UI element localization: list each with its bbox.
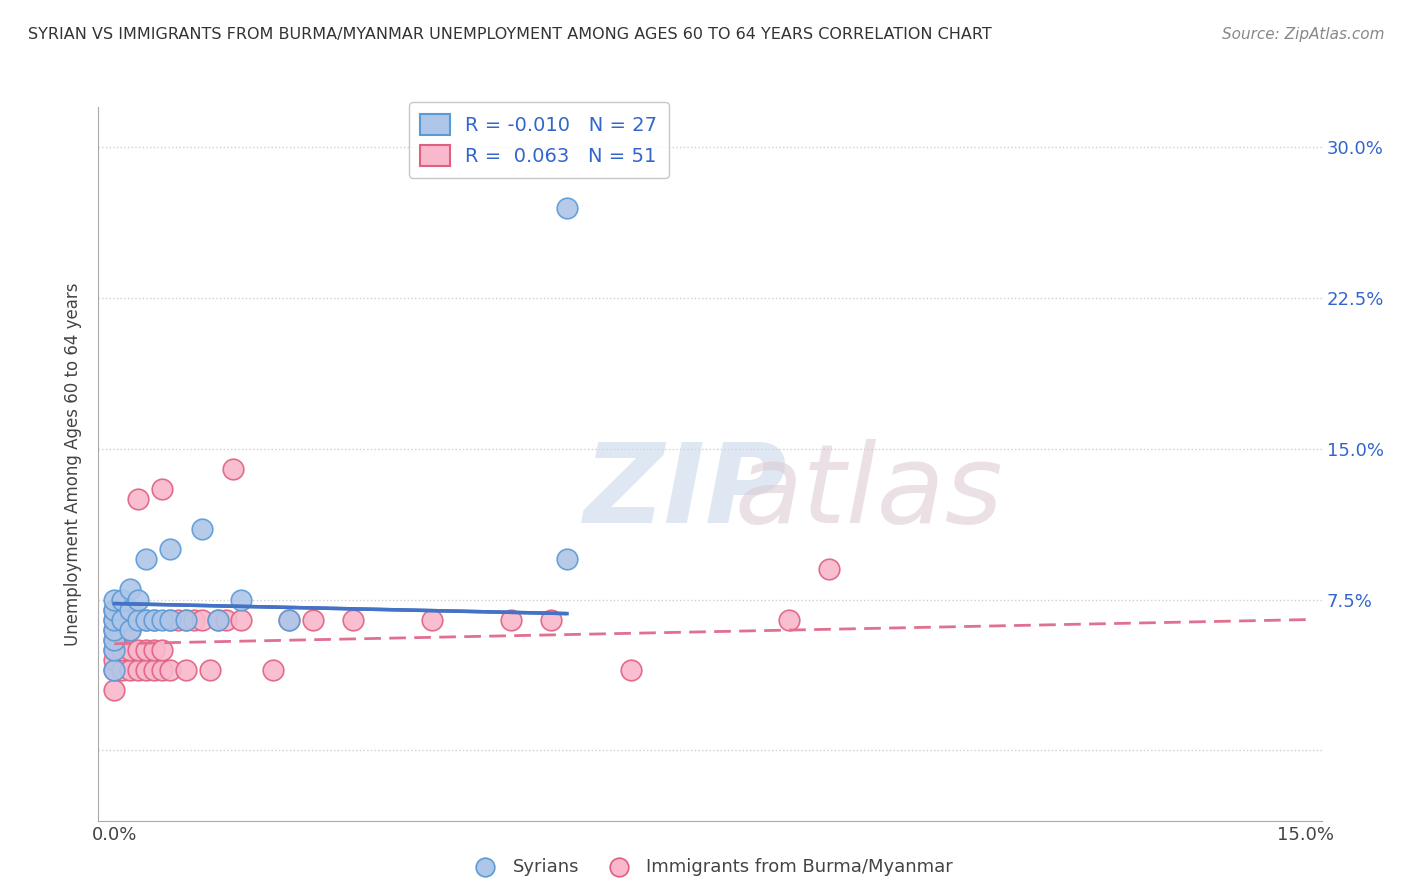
Legend: Syrians, Immigrants from Burma/Myanmar: Syrians, Immigrants from Burma/Myanmar bbox=[460, 851, 960, 883]
Text: Source: ZipAtlas.com: Source: ZipAtlas.com bbox=[1222, 27, 1385, 42]
Point bbox=[120, 613, 142, 627]
Point bbox=[222, 462, 245, 476]
Point bbox=[120, 602, 142, 616]
Point bbox=[183, 613, 205, 627]
Y-axis label: Unemployment Among Ages 60 to 64 years: Unemployment Among Ages 60 to 64 years bbox=[65, 282, 83, 646]
Point bbox=[127, 642, 149, 657]
Point bbox=[207, 613, 229, 627]
Point bbox=[120, 663, 142, 677]
Point bbox=[103, 642, 125, 657]
Point bbox=[120, 582, 142, 597]
Point bbox=[127, 663, 149, 677]
Point bbox=[143, 642, 166, 657]
Point bbox=[143, 613, 166, 627]
Point bbox=[111, 663, 134, 677]
Point bbox=[103, 663, 125, 677]
Point bbox=[103, 613, 125, 627]
Point bbox=[159, 542, 181, 557]
Point bbox=[120, 642, 142, 657]
Point bbox=[166, 613, 188, 627]
Point bbox=[150, 663, 173, 677]
Point bbox=[103, 632, 125, 647]
Point bbox=[135, 642, 157, 657]
Point bbox=[818, 562, 841, 576]
Point bbox=[135, 663, 157, 677]
Point bbox=[120, 623, 142, 637]
Text: atlas: atlas bbox=[735, 439, 1004, 546]
Point bbox=[540, 613, 562, 627]
Point bbox=[198, 663, 221, 677]
Point bbox=[103, 602, 125, 616]
Point bbox=[135, 613, 157, 627]
Point bbox=[127, 613, 149, 627]
Point bbox=[111, 623, 134, 637]
Point bbox=[231, 613, 253, 627]
Point bbox=[103, 653, 125, 667]
Point bbox=[302, 613, 325, 627]
Point bbox=[111, 592, 134, 607]
Point bbox=[103, 592, 125, 607]
Point bbox=[111, 642, 134, 657]
Point bbox=[103, 632, 125, 647]
Point bbox=[778, 613, 800, 627]
Point bbox=[231, 592, 253, 607]
Point bbox=[501, 613, 523, 627]
Point bbox=[103, 602, 125, 616]
Point bbox=[555, 201, 578, 215]
Point bbox=[103, 642, 125, 657]
Point bbox=[214, 613, 236, 627]
Point bbox=[150, 482, 173, 496]
Point bbox=[120, 623, 142, 637]
Text: ZIP: ZIP bbox=[583, 439, 787, 546]
Point bbox=[103, 613, 125, 627]
Point bbox=[620, 663, 643, 677]
Point bbox=[190, 613, 212, 627]
Point bbox=[262, 663, 284, 677]
Point bbox=[278, 613, 301, 627]
Point bbox=[103, 623, 125, 637]
Point bbox=[150, 613, 173, 627]
Point bbox=[135, 552, 157, 566]
Point bbox=[111, 613, 134, 627]
Point bbox=[135, 613, 157, 627]
Point bbox=[278, 613, 301, 627]
Point bbox=[150, 642, 173, 657]
Point bbox=[174, 613, 197, 627]
Point bbox=[420, 613, 443, 627]
Point bbox=[159, 613, 181, 627]
Point bbox=[159, 613, 181, 627]
Point bbox=[342, 613, 364, 627]
Point bbox=[143, 613, 166, 627]
Point bbox=[103, 683, 125, 698]
Text: SYRIAN VS IMMIGRANTS FROM BURMA/MYANMAR UNEMPLOYMENT AMONG AGES 60 TO 64 YEARS C: SYRIAN VS IMMIGRANTS FROM BURMA/MYANMAR … bbox=[28, 27, 991, 42]
Point bbox=[127, 592, 149, 607]
Point bbox=[174, 663, 197, 677]
Point bbox=[174, 613, 197, 627]
Point bbox=[190, 522, 212, 536]
Point bbox=[103, 623, 125, 637]
Point bbox=[127, 613, 149, 627]
Point bbox=[159, 663, 181, 677]
Point bbox=[143, 663, 166, 677]
Point bbox=[555, 552, 578, 566]
Point bbox=[207, 613, 229, 627]
Point bbox=[127, 491, 149, 506]
Point bbox=[103, 663, 125, 677]
Point bbox=[111, 613, 134, 627]
